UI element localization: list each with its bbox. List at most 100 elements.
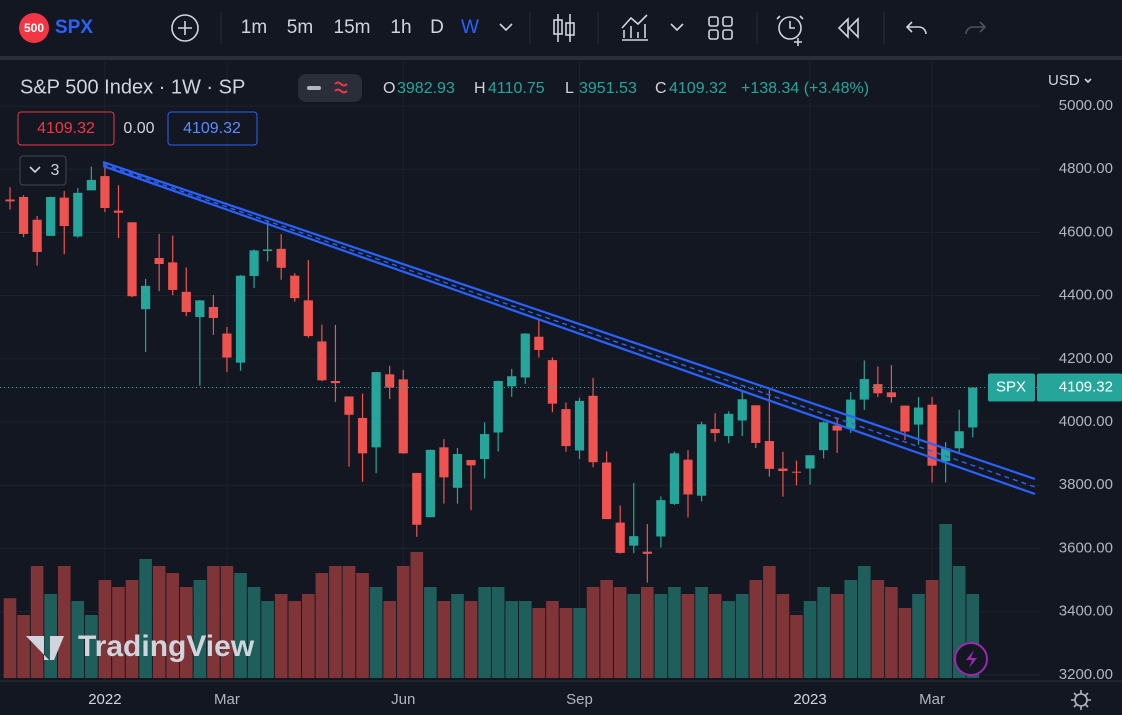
- interval[interactable]: W: [461, 17, 479, 38]
- legend-change: +138.34 (+3.48%): [741, 80, 869, 97]
- y-tick-label: 4000.00: [1059, 413, 1113, 430]
- price-axis: 3200.00 3400.00 3600.00 3800.00 4000.00 4200.…: [988, 97, 1122, 683]
- candle-body: [886, 392, 896, 398]
- add-icon[interactable]: [171, 14, 199, 42]
- legend-title: S&P 500 Index · 1W · SP: [20, 76, 245, 98]
- ask-box[interactable]: [167, 111, 258, 146]
- layout-icon: [708, 29, 719, 40]
- toggle-icon: [334, 81, 348, 94]
- interval[interactable]: 15m: [334, 17, 371, 38]
- intervals: 1m 5m 15m 1h D W: [241, 17, 479, 38]
- indicator-count: 3: [51, 162, 60, 179]
- candle-body: [330, 380, 341, 384]
- volume-bar: [600, 580, 613, 678]
- candle-body: [357, 417, 368, 454]
- candle-body: [534, 336, 544, 350]
- y-tick-label: 4600.00: [1059, 223, 1113, 240]
- redo-icon[interactable]: [965, 21, 987, 35]
- undo-icon[interactable]: [905, 21, 927, 35]
- ohlc-key: O: [383, 80, 395, 97]
- bid-price: 4109.32: [37, 120, 95, 137]
- candle-body: [493, 380, 503, 433]
- currency-menu: [1084, 78, 1092, 84]
- candle-body: [317, 341, 327, 381]
- volume-bar: [898, 608, 912, 678]
- layout-icon: [722, 16, 733, 27]
- symbol-badge[interactable]: [19, 13, 49, 43]
- volume-bar: [613, 587, 627, 678]
- indicators-icon[interactable]: [621, 14, 648, 41]
- candle-body: [602, 462, 612, 520]
- x-tick-label: 2022: [88, 691, 121, 708]
- interval[interactable]: 1h: [390, 17, 411, 38]
- volume-bar: [885, 587, 898, 678]
- legend-toggle[interactable]: [298, 74, 362, 102]
- currency[interactable]: USD: [1048, 72, 1080, 89]
- candle-body: [724, 413, 734, 436]
- volume-bar: [912, 594, 925, 678]
- candle-body: [629, 536, 639, 546]
- candle-body: [181, 291, 191, 313]
- candle-body: [141, 285, 151, 310]
- symbol[interactable]: SPX: [55, 17, 93, 38]
- interval-menu[interactable]: [499, 23, 513, 32]
- volume-bar: [329, 566, 342, 678]
- volume-bar: [518, 601, 532, 678]
- candle-body: [805, 455, 815, 469]
- alert-icon[interactable]: [778, 16, 802, 40]
- candle-body: [588, 395, 598, 463]
- volume-bar: [627, 594, 641, 678]
- indicator-toggle[interactable]: [19, 155, 67, 186]
- candle-body: [968, 387, 978, 428]
- interval[interactable]: D: [430, 17, 444, 38]
- candle-body: [222, 333, 232, 358]
- volume-bar: [302, 594, 315, 678]
- candle-body: [574, 400, 585, 451]
- settings-icon-teeth: [1071, 690, 1091, 710]
- toggle-icon: [307, 86, 321, 90]
- volume-bar: [491, 587, 505, 678]
- ohlc-key: H: [474, 80, 486, 97]
- candle-body: [791, 471, 802, 473]
- volume-bar: [776, 594, 790, 678]
- candle-body: [127, 222, 137, 297]
- interval[interactable]: 1m: [241, 17, 267, 38]
- toolbar: 500 SPX 1m 5m 15m 1h D W: [0, 0, 1122, 60]
- volume-bar: [586, 587, 600, 678]
- badge-text: 500: [24, 21, 44, 35]
- volume-bar: [464, 601, 478, 678]
- candle-body: [913, 407, 924, 425]
- candle-body: [195, 300, 205, 318]
- volume-bar: [424, 587, 437, 678]
- volume-bar: [410, 552, 424, 678]
- volume-bar: [735, 594, 749, 678]
- candle-icon[interactable]: [557, 14, 571, 42]
- volume-bar: [437, 601, 451, 678]
- trend-line[interactable]: [102, 164, 1036, 496]
- trend-line[interactable]: [102, 160, 1036, 481]
- interval[interactable]: 5m: [287, 17, 313, 38]
- volume-bar: [559, 608, 573, 678]
- trend-line-mid[interactable]: [102, 163, 1036, 488]
- volume-bar: [817, 587, 830, 678]
- y-tick-label: 5000.00: [1059, 97, 1113, 114]
- y-tick-label: 3400.00: [1059, 603, 1113, 620]
- replay-icon[interactable]: [837, 17, 859, 39]
- volume-bar: [98, 580, 112, 678]
- candle-body: [846, 399, 856, 430]
- indicators-menu[interactable]: [670, 23, 684, 32]
- volume-bar: [641, 587, 654, 678]
- volume-bar: [763, 566, 776, 678]
- volume-bar: [193, 580, 207, 678]
- ohlc-value: 4110.75: [488, 80, 545, 97]
- candle-body: [520, 333, 530, 378]
- bid-box[interactable]: [17, 111, 115, 146]
- y-tick-label: 3600.00: [1059, 539, 1113, 556]
- volume-bar: [844, 580, 858, 678]
- layout-icon[interactable]: [708, 16, 719, 27]
- volume-bar: [166, 573, 180, 678]
- candle-body: [669, 453, 680, 504]
- candle-body: [954, 431, 964, 449]
- candle-body: [900, 405, 910, 432]
- volume-bar: [532, 608, 546, 678]
